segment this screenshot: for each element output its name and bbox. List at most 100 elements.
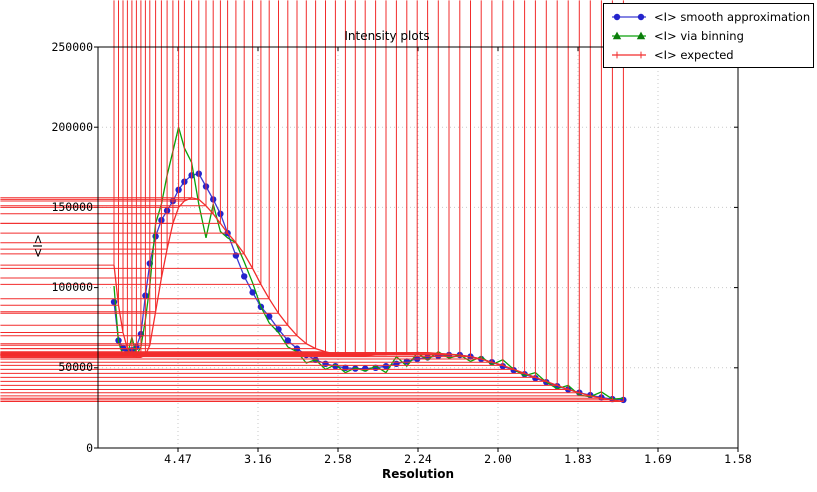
series-line xyxy=(113,197,624,403)
data-point-circle xyxy=(322,360,329,367)
y-tick-label: 150000 xyxy=(51,199,93,214)
data-point-triangle xyxy=(636,31,646,39)
data-point-plus xyxy=(0,0,504,366)
data-point-plus xyxy=(0,0,221,224)
data-point-plus xyxy=(0,0,200,200)
data-point-plus xyxy=(0,0,439,354)
data-point-plus xyxy=(0,0,429,354)
data-point-plus xyxy=(637,51,645,58)
legend: <I> smooth approximation <I> via binning <… xyxy=(603,3,814,68)
data-point-triangle xyxy=(162,170,168,176)
x-tick-label: 1.69 xyxy=(644,452,672,466)
data-point-triangle xyxy=(597,387,602,392)
data-point-plus xyxy=(0,0,115,266)
data-point-plus xyxy=(0,0,624,402)
data-point-circle xyxy=(284,337,291,344)
data-point-circle xyxy=(382,363,390,370)
data-point-plus xyxy=(0,0,185,202)
data-point-plus xyxy=(0,0,317,350)
data-point-plus xyxy=(0,0,307,345)
data-point-plus xyxy=(0,0,569,390)
data-point-circle xyxy=(241,273,248,280)
legend-marker-sample xyxy=(612,51,646,58)
data-point-plus xyxy=(0,0,536,378)
y-tick-label: 50000 xyxy=(58,360,93,375)
data-point-circle xyxy=(403,358,410,365)
data-point-circle xyxy=(393,360,400,367)
data-point-triangle xyxy=(157,199,162,205)
data-point-plus xyxy=(0,0,279,314)
data-point-triangle xyxy=(612,31,622,39)
data-point-plus xyxy=(0,0,326,353)
data-point-triangle xyxy=(127,332,132,338)
data-point-circle xyxy=(613,13,621,20)
data-point-plus xyxy=(0,0,591,397)
y-tick-label: 0 xyxy=(86,440,93,455)
data-point-plus xyxy=(0,0,493,363)
data-point-circle xyxy=(232,252,240,259)
data-point-plus xyxy=(0,0,471,358)
plot-frame xyxy=(97,46,739,449)
legend-item: <I> via binning xyxy=(610,26,807,45)
data-point-plus xyxy=(0,0,168,250)
data-point-plus xyxy=(0,0,526,374)
data-point-plus xyxy=(0,0,151,346)
data-point-plus xyxy=(0,0,229,234)
data-point-plus xyxy=(0,0,254,269)
data-point-circle xyxy=(352,365,359,372)
data-point-circle xyxy=(637,13,645,20)
legend-marker-sample xyxy=(612,13,646,20)
data-point-plus xyxy=(0,0,214,215)
data-point-plus xyxy=(0,0,162,279)
legend-item: <I> expected xyxy=(610,45,807,64)
data-point-triangle xyxy=(434,347,439,352)
x-axis-label: Resolution xyxy=(381,467,455,481)
data-point-plus xyxy=(0,0,207,207)
data-point-plus xyxy=(0,0,245,255)
data-point-triangle xyxy=(531,368,536,373)
data-point-triangle xyxy=(168,146,173,152)
data-point-plus xyxy=(0,0,450,355)
data-point-plus xyxy=(0,0,298,337)
legend-label: <I> via binning xyxy=(654,28,744,43)
data-point-plus xyxy=(0,0,237,244)
data-point-triangle xyxy=(151,219,156,224)
data-point-plus xyxy=(0,0,558,386)
data-point-plus xyxy=(0,0,157,313)
data-point-plus xyxy=(0,0,515,370)
x-tick-label: 1.83 xyxy=(564,452,592,466)
data-point-triangle xyxy=(498,355,503,360)
chart-title: Intensity plots xyxy=(344,29,430,43)
data-point-plus xyxy=(0,0,289,326)
data-point-plus xyxy=(0,0,547,382)
data-point-triangle xyxy=(564,381,569,386)
data-point-plus xyxy=(0,0,580,394)
data-point-plus xyxy=(0,0,613,401)
x-tick-label: 1.58 xyxy=(724,452,752,466)
data-point-plus xyxy=(0,0,602,399)
data-point-plus xyxy=(0,0,262,285)
data-point-circle xyxy=(110,298,118,306)
series-line xyxy=(113,127,624,400)
legend-label: <I> smooth approximation xyxy=(654,9,811,24)
data-point-circle xyxy=(332,363,339,370)
data-point-plus xyxy=(0,0,193,199)
data-point-plus xyxy=(0,0,174,224)
y-tick-label: 200000 xyxy=(51,119,93,134)
data-point-plus xyxy=(613,51,621,58)
legend-marker-sample xyxy=(612,31,646,39)
legend-item: <I> smooth approximation xyxy=(610,7,811,26)
y-tick-label: 100000 xyxy=(51,280,93,295)
data-point-plus xyxy=(0,0,482,360)
x-tick-label: 3.16 xyxy=(244,452,272,466)
data-point-plus xyxy=(0,0,270,300)
data-point-plus xyxy=(0,0,180,208)
x-tick-label: 2.24 xyxy=(404,452,432,466)
data-point-plus xyxy=(0,0,461,356)
series-2 xyxy=(0,0,624,403)
data-point-circle xyxy=(249,289,256,296)
y-tick-label: 250000 xyxy=(51,39,93,54)
data-point-plus xyxy=(0,0,124,333)
